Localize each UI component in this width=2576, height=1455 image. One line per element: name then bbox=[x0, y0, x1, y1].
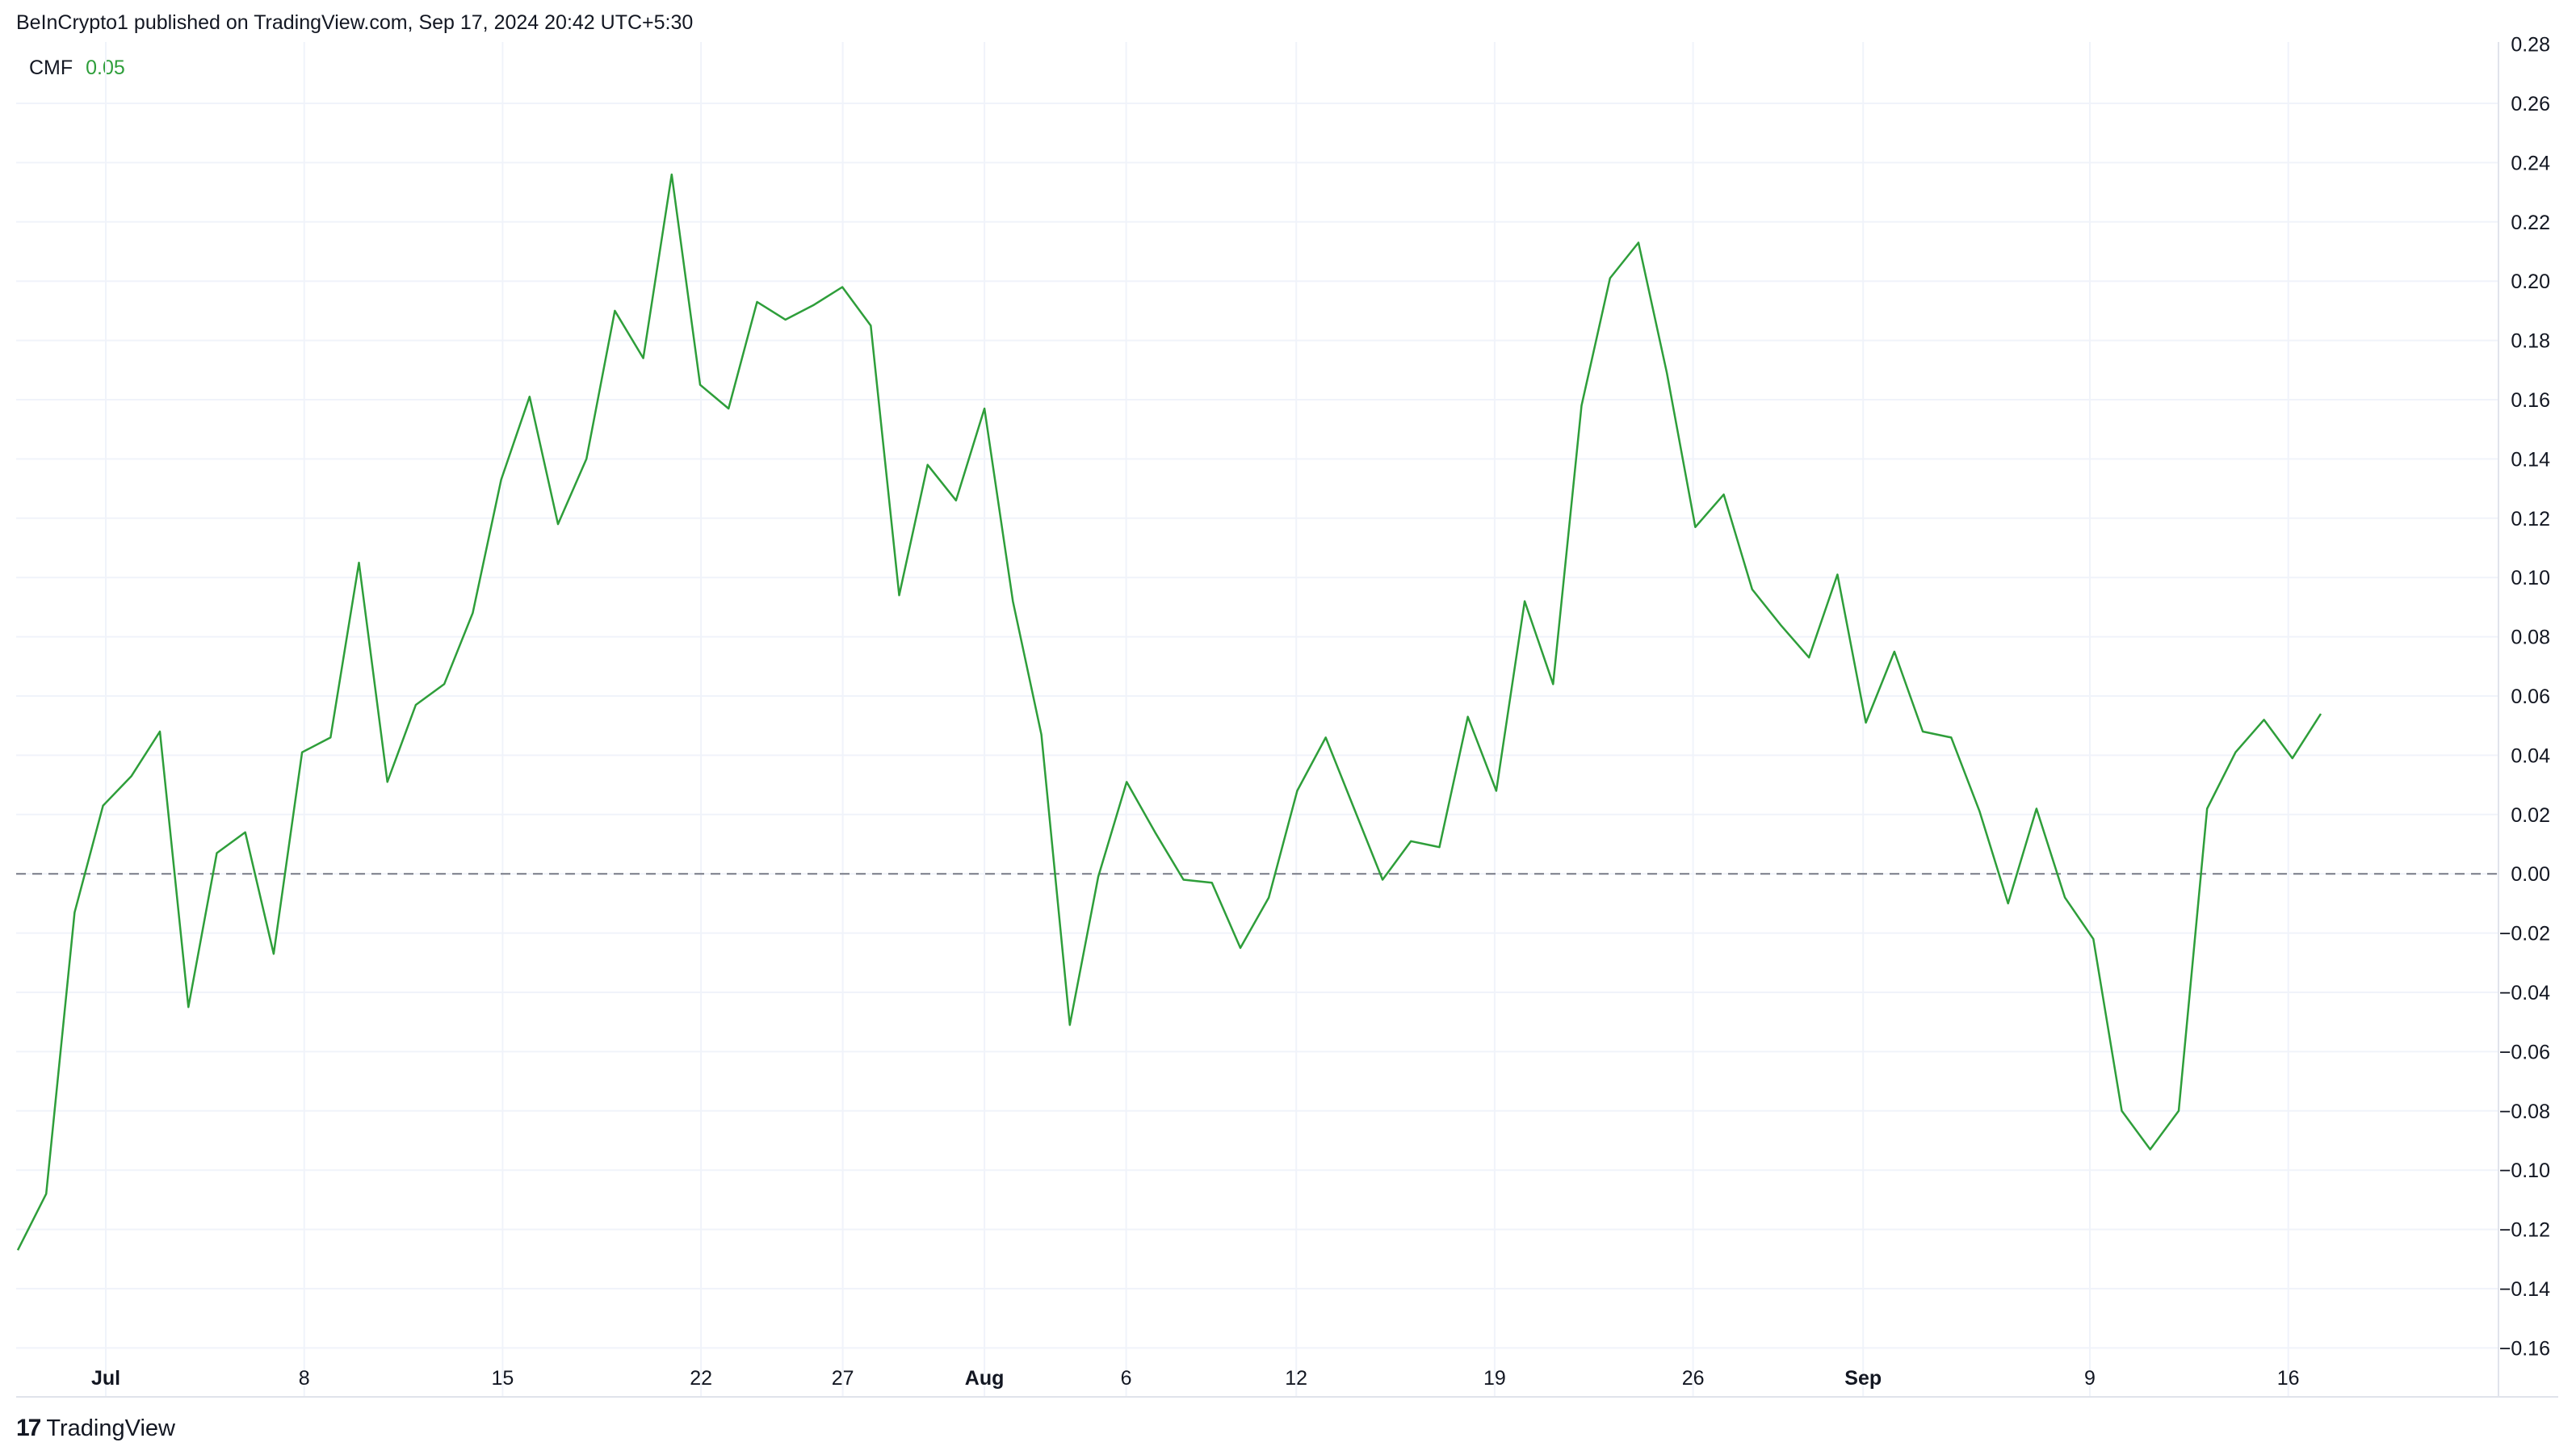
y-tick-label: 0.14 bbox=[2511, 448, 2550, 471]
x-tick-label: 12 bbox=[1285, 1367, 1307, 1390]
y-tick-label: −0.02 bbox=[2499, 923, 2550, 946]
x-tick-label: 27 bbox=[832, 1367, 854, 1390]
y-tick-label: 0.00 bbox=[2511, 863, 2550, 886]
x-tick-label: 15 bbox=[491, 1367, 514, 1390]
y-tick-label: 0.16 bbox=[2511, 389, 2550, 412]
y-tick-label: −0.16 bbox=[2499, 1337, 2550, 1360]
x-tick-label: 22 bbox=[690, 1367, 712, 1390]
y-tick-label: 0.22 bbox=[2511, 212, 2550, 234]
x-axis: Jul 8 15 22 27 Aug 6 12 19 26 Sep 9 16 bbox=[91, 1367, 2300, 1390]
x-tick-label: Sep bbox=[1844, 1367, 1882, 1390]
y-tick-label: 0.28 bbox=[2511, 34, 2550, 57]
indicator-legend: CMF 0.05 bbox=[29, 57, 125, 80]
y-tick-label: 0.18 bbox=[2511, 330, 2550, 353]
x-tick-label: 6 bbox=[1121, 1367, 1132, 1390]
y-tick-label: 0.24 bbox=[2511, 152, 2550, 174]
y-tick-label: 0.26 bbox=[2511, 93, 2550, 115]
grid bbox=[16, 42, 2498, 1397]
y-tick-label: 0.20 bbox=[2511, 270, 2550, 293]
y-tick-label: 0.02 bbox=[2511, 804, 2550, 827]
indicator-name: CMF bbox=[29, 57, 73, 79]
x-tick-label: 8 bbox=[299, 1367, 310, 1390]
y-axis: 0.28 0.26 0.24 0.22 0.20 0.18 0.16 0.14 0.12 0.10… bbox=[2499, 34, 2550, 1361]
y-tick-label: 0.06 bbox=[2511, 686, 2550, 708]
x-tick-label: 19 bbox=[1483, 1367, 1506, 1390]
publish-info: BeInCrypto1 published on TradingView.com… bbox=[16, 11, 694, 34]
y-tick-label: −0.12 bbox=[2499, 1219, 2550, 1242]
cmf-line bbox=[16, 173, 2322, 1251]
brand-label: TradingView bbox=[46, 1415, 175, 1441]
y-tick-label: −0.14 bbox=[2499, 1278, 2550, 1301]
x-tick-label: 26 bbox=[1682, 1367, 1705, 1390]
y-tick-label: 0.08 bbox=[2511, 627, 2550, 649]
y-tick-label: −0.10 bbox=[2499, 1159, 2550, 1182]
y-tick-label: −0.08 bbox=[2499, 1101, 2550, 1123]
x-tick-label: Jul bbox=[91, 1367, 120, 1390]
y-tick-label: −0.06 bbox=[2499, 1041, 2550, 1063]
y-tick-label: −0.04 bbox=[2499, 982, 2550, 1004]
x-tick-label: Aug bbox=[965, 1367, 1005, 1390]
tradingview-brand[interactable]: 17 TradingView bbox=[16, 1415, 175, 1442]
y-tick-label: 0.12 bbox=[2511, 508, 2550, 530]
y-tick-label: 0.10 bbox=[2511, 567, 2550, 589]
y-tick-label: 0.04 bbox=[2511, 744, 2550, 767]
x-tick-label: 9 bbox=[2084, 1367, 2096, 1390]
tradingview-logo-icon: 17 bbox=[16, 1415, 41, 1441]
x-tick-label: 16 bbox=[2277, 1367, 2300, 1390]
